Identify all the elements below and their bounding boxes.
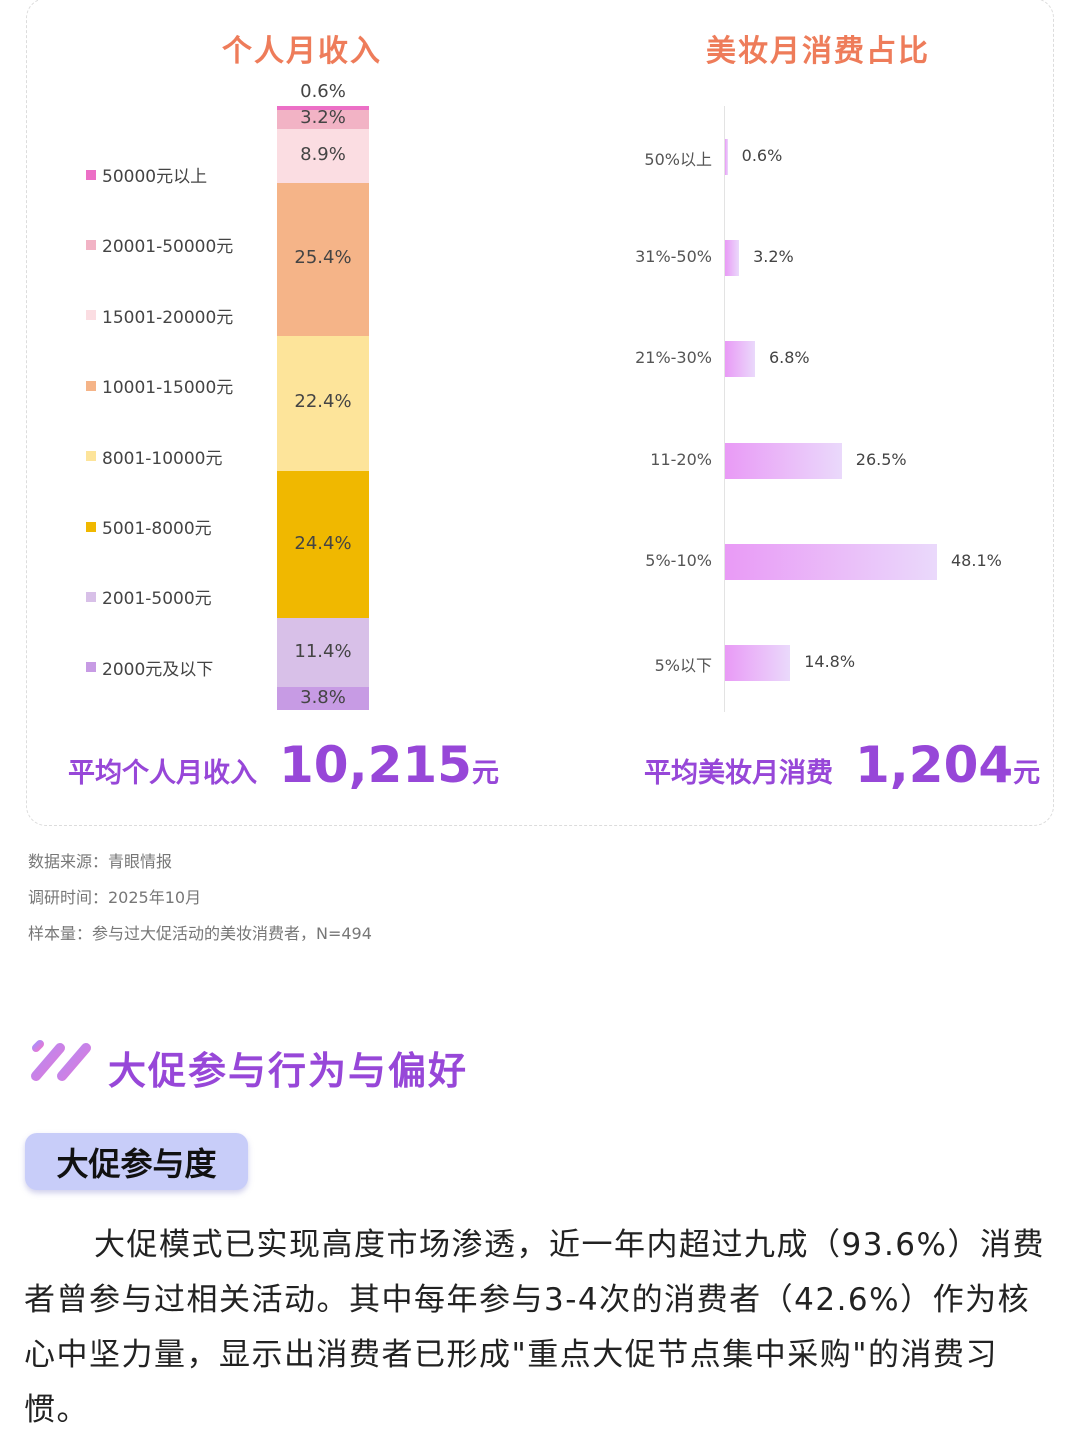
beauty-value-label-0: 0.6% xyxy=(741,146,783,165)
section-title: 大促参与行为与偏好 xyxy=(108,1049,469,1093)
income-segment-label-4: 22.4% xyxy=(294,391,352,413)
beauty-value-label-3: 26.5% xyxy=(855,449,907,469)
legend-swatch xyxy=(86,662,96,673)
legend-item-0: 50000元以上 xyxy=(86,162,207,187)
income-segment-4 xyxy=(277,335,369,472)
legend-label: 15001-20000元 xyxy=(102,307,234,328)
income-segment-label-5: 24.4% xyxy=(294,532,352,554)
legend-swatch xyxy=(86,521,96,532)
chart-card xyxy=(26,0,1054,826)
income-segment-6 xyxy=(277,618,369,688)
data-source: 数据来源：青眼情报 xyxy=(28,852,173,871)
legend-label: 8001-10000元 xyxy=(102,448,223,469)
legend-item-1: 20001-50000元 xyxy=(86,232,233,257)
beauty-category-label-0: 50%以上 xyxy=(644,150,712,169)
income-chart-title: 个人月收入 xyxy=(222,34,382,69)
legend-swatch xyxy=(86,310,96,321)
legend-label: 20001-50000元 xyxy=(102,237,234,258)
legend-item-7: 2000元及以下 xyxy=(86,655,213,680)
beauty-bar-5 xyxy=(725,645,791,681)
avg-income-value: 10,215 xyxy=(279,736,472,794)
beauty-value-label-5: 14.8% xyxy=(804,652,856,671)
legend-swatch xyxy=(86,239,96,250)
income-segment-7 xyxy=(277,687,369,710)
avg-beauty-label: 平均美妆月消费 xyxy=(644,758,833,789)
avg-beauty-unit: 元 xyxy=(1013,758,1041,789)
income-segment-label-6: 11.4% xyxy=(294,640,352,662)
beauty-bar-0 xyxy=(725,139,728,175)
legend-item-6: 2001-5000元 xyxy=(86,584,212,609)
beauty-bar-2 xyxy=(725,341,755,378)
avg-beauty: 平均美妆月消费 1,204元 xyxy=(644,736,1040,794)
income-segment-5 xyxy=(277,471,369,619)
beauty-category-label-5: 5%以下 xyxy=(654,656,712,675)
beauty-axis-line xyxy=(724,106,725,712)
legend-item-5: 5001-8000元 xyxy=(86,514,212,539)
beauty-value-label-2: 6.8% xyxy=(768,348,810,368)
beauty-value-label-4: 48.1% xyxy=(951,550,1002,570)
beauty-bar-4 xyxy=(725,543,937,580)
legend-swatch xyxy=(86,169,96,180)
income-segment-label-7: 3.8% xyxy=(300,686,346,708)
beauty-chart-title: 美妆月消费占比 xyxy=(706,34,930,69)
beauty-category-label-3: 11-20% xyxy=(650,449,712,469)
beauty-category-label-2: 21%-30% xyxy=(635,348,712,368)
subsection-pill: 大促参与度 xyxy=(25,1133,248,1190)
income-segment-1 xyxy=(277,109,369,129)
income-segment-3 xyxy=(277,182,369,336)
legend-swatch xyxy=(86,591,96,602)
income-segment-label-2: 8.9% xyxy=(300,143,346,165)
income-segment-2 xyxy=(277,128,369,183)
avg-income-label: 平均个人月收入 xyxy=(68,758,257,789)
legend-item-2: 15001-20000元 xyxy=(86,303,233,328)
beauty-category-label-4: 5%-10% xyxy=(645,550,712,570)
legend-item-3: 10001-15000元 xyxy=(86,373,233,398)
sample-size: 样本量：参与过大促活动的美妆消费者，N=494 xyxy=(28,924,372,943)
legend-swatch xyxy=(86,380,96,391)
legend-item-4: 8001-10000元 xyxy=(86,444,222,469)
legend-label: 50000元以上 xyxy=(102,167,208,187)
slash-stripes-icon xyxy=(31,1040,91,1081)
income-segment-label-1: 3.2% xyxy=(300,107,346,129)
legend-label: 10001-15000元 xyxy=(102,378,234,399)
body-paragraph: 大促模式已实现高度市场渗透，近一年内超过九成（93.6%）消费者曾参与过相关活动… xyxy=(24,1227,1045,1428)
beauty-value-label-1: 3.2% xyxy=(753,247,794,267)
survey-time: 调研时间：2025年10月 xyxy=(28,888,202,907)
avg-income: 平均个人月收入 10,215元 xyxy=(68,736,499,794)
beauty-category-label-1: 31%-50% xyxy=(635,247,712,267)
beauty-bar-1 xyxy=(725,240,740,277)
avg-income-unit: 元 xyxy=(471,758,499,789)
income-segment-0 xyxy=(277,106,369,110)
beauty-bar-3 xyxy=(725,442,842,479)
avg-beauty-value: 1,204 xyxy=(855,736,1014,794)
legend-label: 5001-8000元 xyxy=(102,519,212,539)
income-segment-label-3: 25.4% xyxy=(294,247,352,269)
income-segment-label-0: 0.6% xyxy=(300,81,346,102)
legend-swatch xyxy=(86,451,96,462)
legend-label: 2000元及以下 xyxy=(102,659,214,680)
legend-label: 2001-5000元 xyxy=(102,589,212,610)
